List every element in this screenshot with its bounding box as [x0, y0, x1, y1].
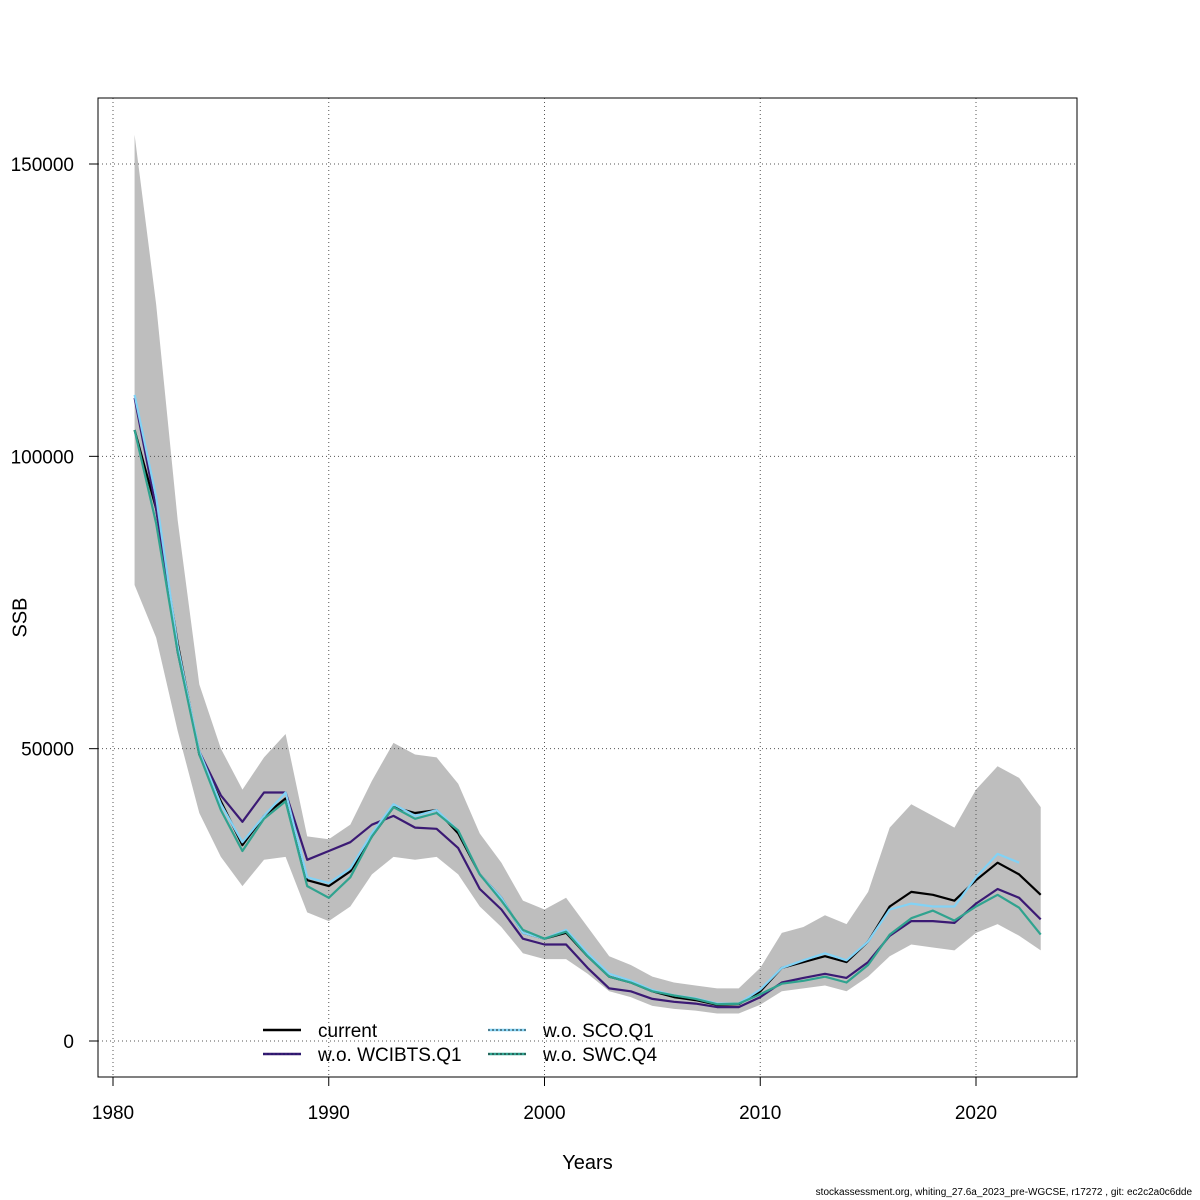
legend-label-2: w.o. SCO.Q1	[542, 1021, 654, 1042]
legend: current w.o. WCIBTS.Q1 w.o. SCO.Q1 w.o. SWC…	[263, 1021, 657, 1066]
legend-label-1: w.o. WCIBTS.Q1	[317, 1045, 462, 1066]
legend-label-3: w.o. SWC.Q4	[542, 1045, 657, 1066]
x-axis-label: Years	[562, 1152, 612, 1174]
legend-label-0: current	[318, 1021, 378, 1042]
x-axis: 1980 1990 2000 2010 2020	[92, 1076, 997, 1124]
y-axis: 0 50000 100000 150000	[11, 155, 98, 1053]
x-tick-label: 1980	[92, 1103, 134, 1124]
y-tick-label: 100000	[11, 447, 74, 468]
series-layer	[133, 394, 1042, 1009]
y-tick-label: 150000	[11, 155, 74, 176]
x-tick-label: 2000	[523, 1103, 565, 1124]
y-axis-label: SSB	[9, 597, 31, 637]
x-tick-label: 1990	[308, 1103, 350, 1124]
y-tick-label: 0	[63, 1032, 74, 1053]
series-line-2	[133, 394, 1020, 1005]
confidence-band-layer	[134, 134, 1041, 1014]
x-tick-label: 2010	[739, 1103, 781, 1124]
x-tick-label: 2020	[955, 1103, 997, 1124]
series-line-3	[133, 429, 1042, 1006]
confidence-band	[134, 134, 1041, 1014]
y-tick-label: 50000	[21, 740, 74, 761]
footer-credit: stockassessment.org, whiting_27.6a_2023_…	[815, 1187, 1192, 1198]
